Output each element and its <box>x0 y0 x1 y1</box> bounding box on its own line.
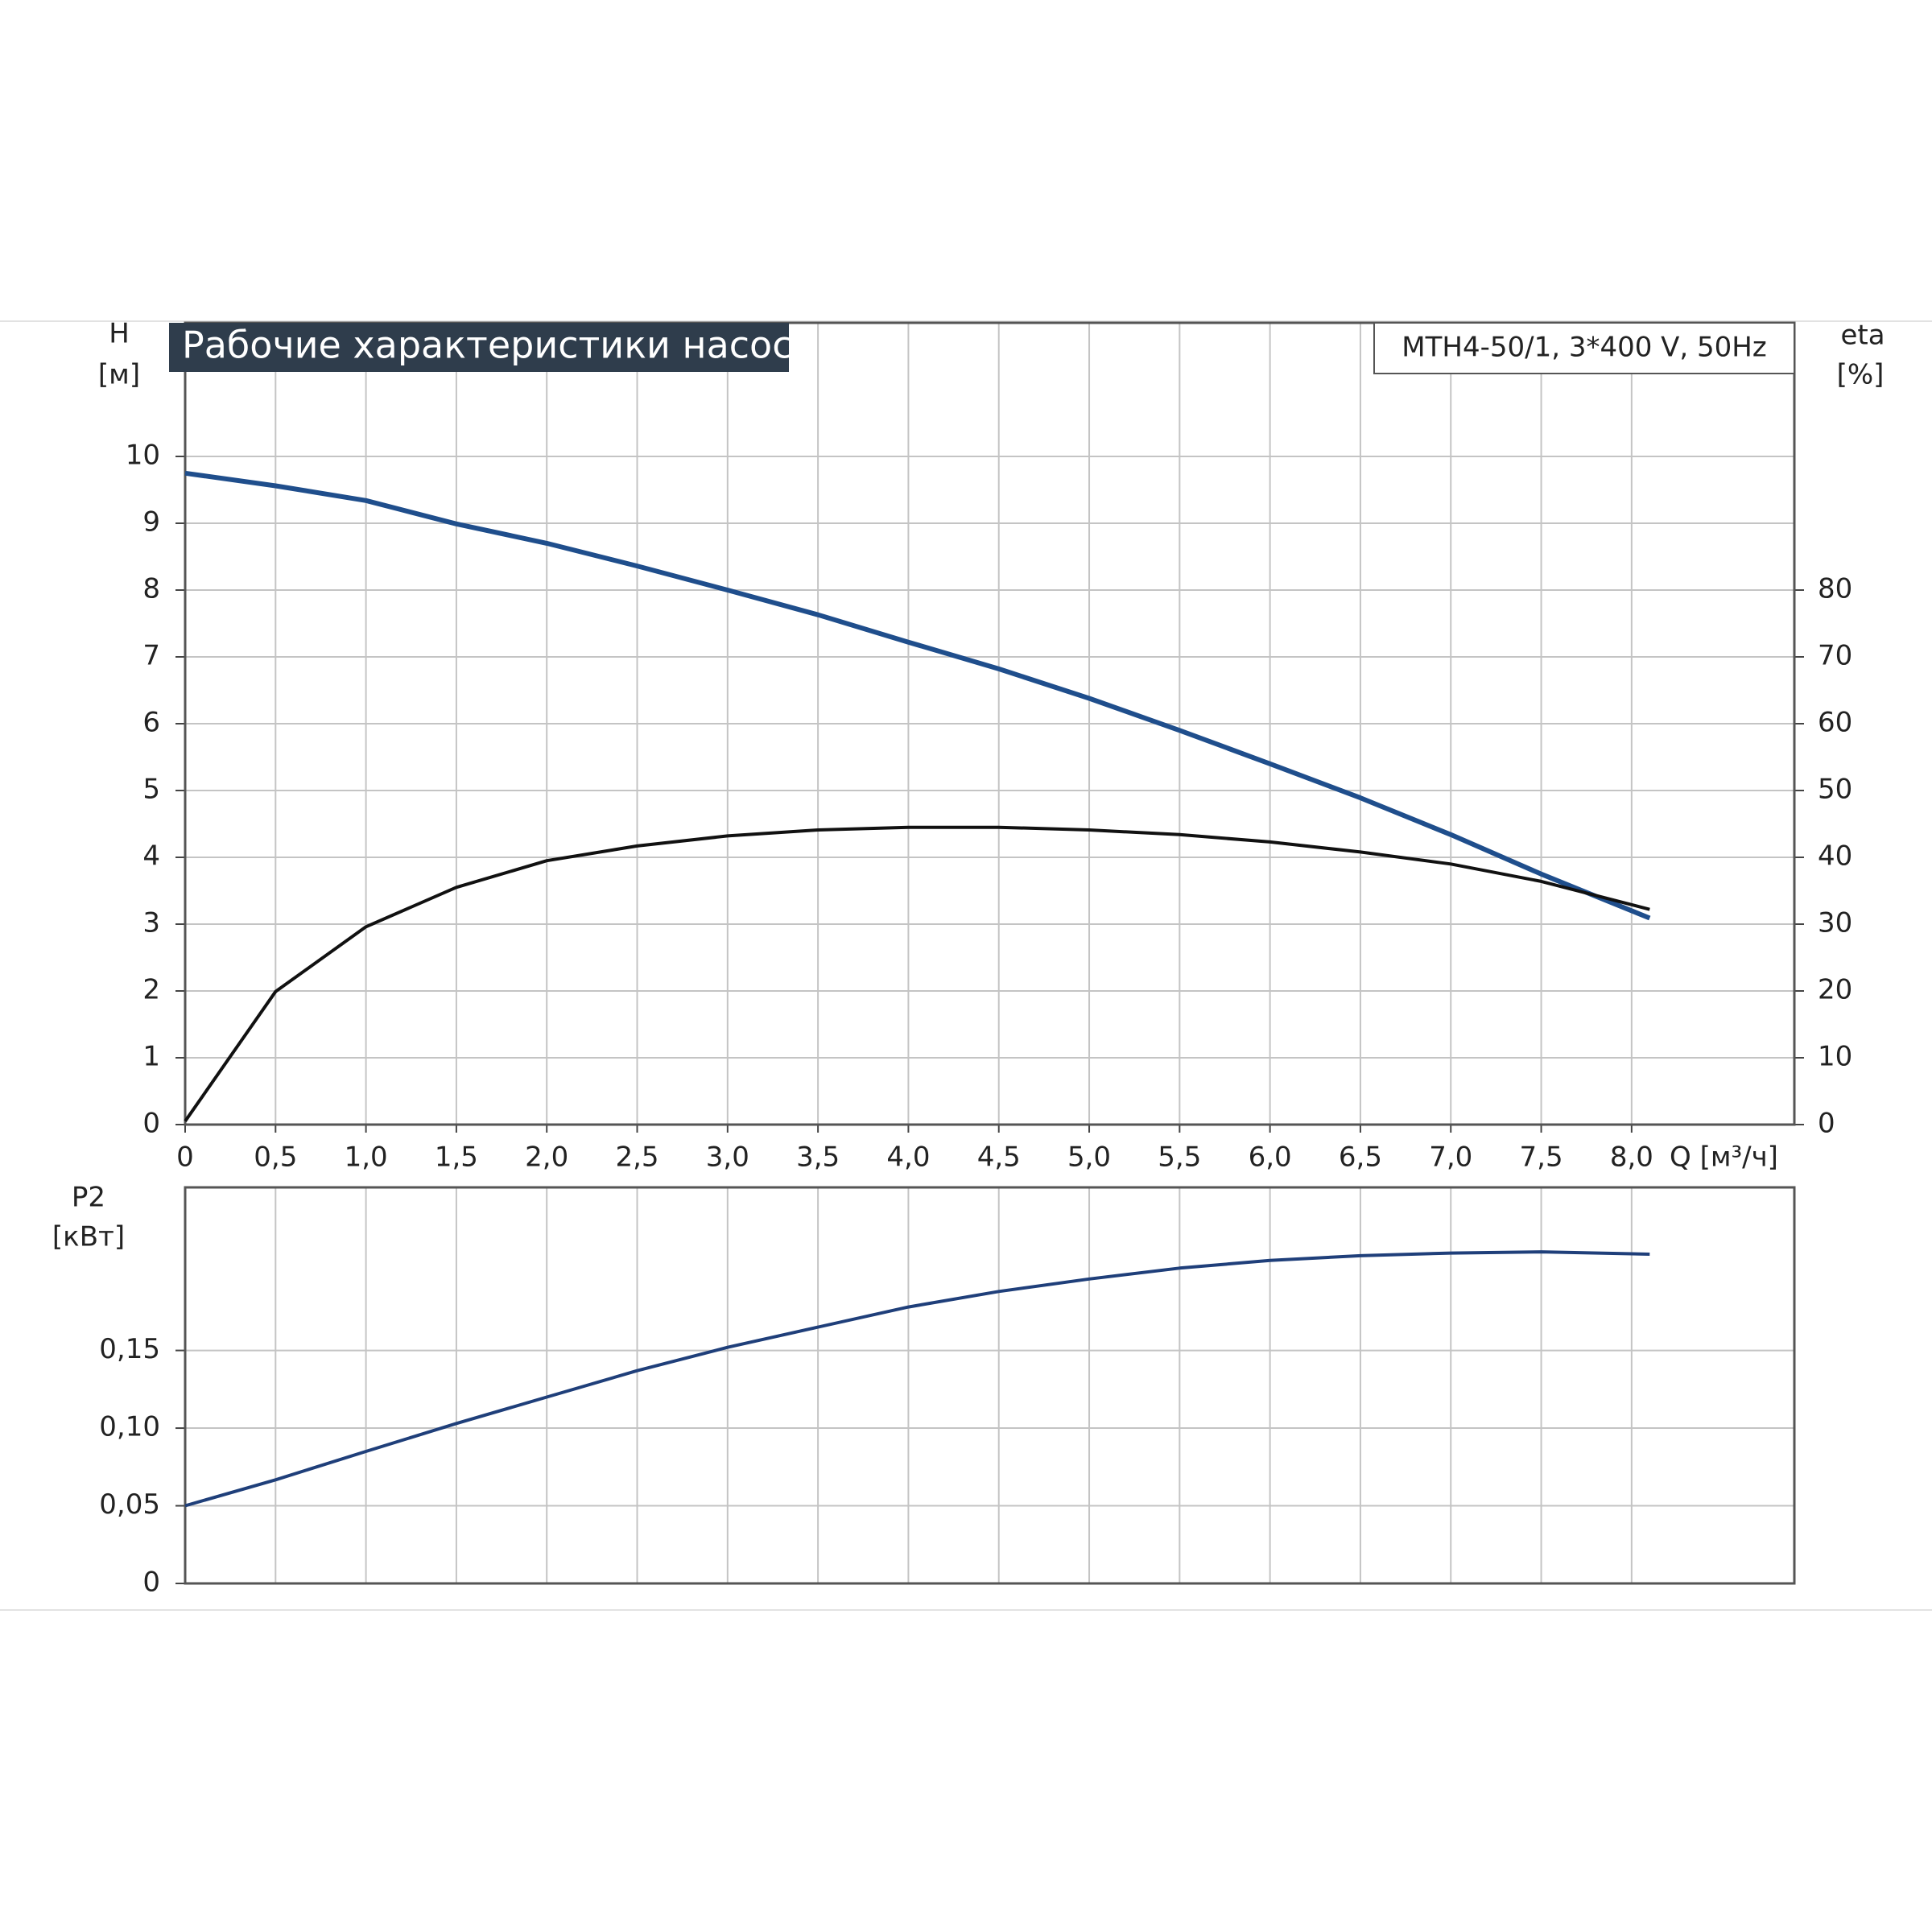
plot-frame <box>184 1186 1796 1585</box>
y2-tick-label: 60 <box>1818 707 1852 739</box>
y-tick-label: 0,10 <box>99 1411 160 1443</box>
curve <box>184 1250 1650 1508</box>
plot-frame <box>184 321 1796 1126</box>
y2-tick-label: 0 <box>1818 1108 1835 1140</box>
y2-tick-label: 20 <box>1818 974 1852 1006</box>
y-tick-label: 9 <box>142 506 160 539</box>
y-axis-unit: [кВт] <box>52 1221 125 1253</box>
x-tick-label: 3,0 <box>706 1141 749 1174</box>
x-tick-label: 2,0 <box>525 1141 568 1174</box>
y2-tick-label: 10 <box>1818 1041 1852 1073</box>
annotation-box <box>1373 322 1795 374</box>
y-axis-label: H <box>109 318 130 350</box>
y-tick-label: 2 <box>142 974 160 1006</box>
x-tick-label: 2,5 <box>615 1141 658 1174</box>
x-tick-label: 1,5 <box>435 1141 478 1174</box>
y2-tick-label: 50 <box>1818 774 1852 806</box>
x-tick-label: 5,0 <box>1067 1141 1111 1174</box>
x-tick-label: 4,0 <box>886 1141 930 1174</box>
y2-axis-unit: [%] <box>1837 359 1885 391</box>
y2-tick-label: 30 <box>1818 907 1852 939</box>
chart-title: Рабочие характеристики насоса <box>182 324 815 367</box>
y-tick-label: 0 <box>142 1567 160 1599</box>
y-tick-label: 0 <box>142 1108 160 1140</box>
x-tick-label: 0,5 <box>254 1141 297 1174</box>
x-tick-label: 0 <box>176 1141 194 1174</box>
x-tick-label: 8,0 <box>1610 1141 1653 1174</box>
y-tick-label: 4 <box>142 840 160 873</box>
x-tick-label: 3,5 <box>796 1141 840 1174</box>
y2-tick-label: 40 <box>1818 840 1852 873</box>
y-tick-label: 1 <box>142 1041 160 1073</box>
y-tick-label: 0,05 <box>99 1488 160 1521</box>
y2-tick-label: 70 <box>1818 640 1852 672</box>
y-axis-unit: [м] <box>98 359 140 391</box>
x-tick-label: 7,0 <box>1429 1141 1472 1174</box>
y-axis-label: P2 <box>72 1182 105 1214</box>
x-tick-label: 1,0 <box>345 1141 388 1174</box>
x-tick-label: 6,0 <box>1249 1141 1292 1174</box>
y2-tick-label: 80 <box>1818 573 1852 605</box>
y-tick-label: 0,15 <box>99 1333 160 1365</box>
y-tick-label: 3 <box>142 907 160 939</box>
y2-axis-label: eta <box>1840 320 1885 352</box>
curve <box>184 470 1651 921</box>
y-tick-label: 5 <box>142 774 160 806</box>
x-axis-label: Q [м³/ч] <box>1670 1141 1778 1174</box>
y-tick-label: 7 <box>142 640 160 672</box>
x-tick-label: 7,5 <box>1520 1141 1563 1174</box>
curve <box>184 825 1650 1122</box>
y-tick-label: 8 <box>142 573 160 605</box>
x-tick-label: 5,5 <box>1158 1141 1201 1174</box>
x-tick-label: 6,5 <box>1339 1141 1382 1174</box>
y-tick-label: 10 <box>126 440 160 472</box>
x-tick-label: 4,5 <box>977 1141 1021 1174</box>
title-box <box>169 323 789 372</box>
y-tick-label: 6 <box>142 707 160 739</box>
annotation: MTH4-50/1, 3*400 V, 50Hz <box>1402 332 1766 364</box>
